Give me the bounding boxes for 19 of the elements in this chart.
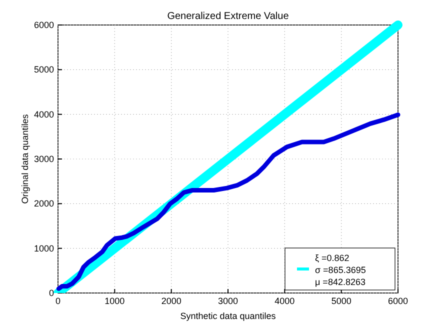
x-tick-label: 2000: [161, 296, 182, 306]
y-tick-label: 2000: [34, 198, 54, 209]
x-tick-label: 1000: [104, 296, 125, 306]
chart-title: Generalized Extreme Value: [167, 11, 290, 22]
y-tick-label: 1000: [34, 243, 54, 254]
y-tick-label: 3000: [34, 154, 54, 164]
x-tick-label: 6000: [388, 296, 408, 306]
y-axis-title: Original data quantiles: [20, 114, 30, 204]
y-tick-label: 0: [48, 288, 54, 298]
x-tick-label: 4000: [274, 296, 295, 306]
y-tick-label: 6000: [34, 20, 54, 30]
x-tick-label: 3000: [218, 296, 238, 306]
x-tick-label: 0: [55, 296, 61, 306]
y-tick-label: 5000: [34, 64, 54, 75]
x-tick-label: 5000: [331, 296, 352, 306]
line-series: [56, 112, 400, 291]
y-tick-label: 4000: [34, 109, 54, 120]
x-axis-title: Synthetic data quantiles: [180, 311, 276, 321]
legend-label: ξ =0.862 σ =865.3695 μ =842.8263: [315, 253, 366, 287]
